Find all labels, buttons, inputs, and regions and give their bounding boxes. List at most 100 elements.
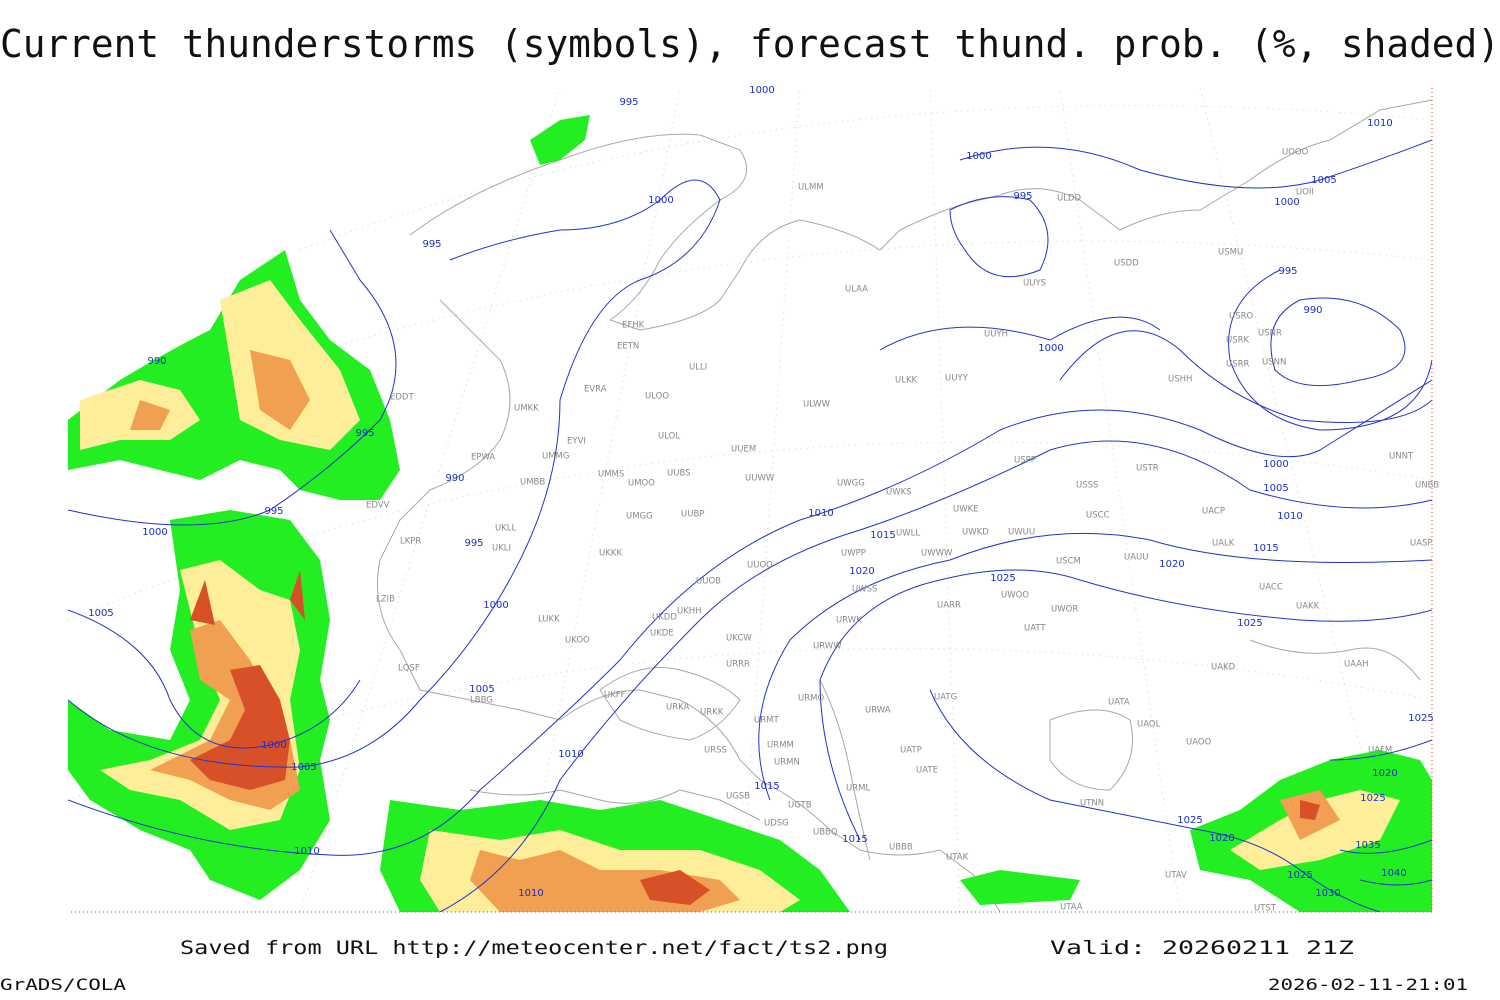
station-labels: ULMM ULDD UOOO UOII USMU USDD UUYS ULAA USRO USNR…	[366, 148, 1439, 914]
isobar-label: 1025	[990, 573, 1015, 584]
station-label: UOOO	[1282, 148, 1309, 158]
station-label: EDVV	[366, 501, 390, 511]
station-label: URMM	[767, 741, 794, 751]
station-label: UKOO	[565, 636, 590, 646]
isobar-label: 1010	[808, 508, 833, 519]
isobar-label: 1000	[261, 740, 286, 751]
station-label: URKK	[700, 708, 724, 718]
isobar-label: 1010	[1367, 118, 1392, 129]
isobar-label: 1015	[870, 530, 895, 541]
isobar-label: 995	[464, 538, 483, 549]
station-label: UKDD	[652, 613, 677, 623]
station-label: UKKK	[599, 549, 622, 559]
station-label: UWOO	[1001, 591, 1029, 601]
station-label: EDDT	[390, 393, 414, 403]
station-label: UALK	[1212, 539, 1235, 549]
station-label: ULLI	[689, 363, 707, 373]
station-label: LQSF	[398, 664, 420, 674]
station-label: UKLL	[495, 524, 517, 534]
isobar-label: 1025	[1237, 618, 1262, 629]
isobar-label: 1010	[1277, 511, 1302, 522]
isobar-label: 1010	[558, 749, 583, 760]
station-label: UUWW	[745, 474, 775, 484]
isobar-label: 1030	[1315, 888, 1340, 899]
station-label: UWLL	[896, 529, 920, 539]
isobar-label: 1025	[1360, 793, 1385, 804]
station-label: UTAA	[1060, 903, 1083, 913]
station-label: UTAV	[1165, 871, 1187, 881]
station-label: UAOL	[1137, 720, 1161, 730]
isobar-label: 1005	[1263, 483, 1288, 494]
thunderstorm-probability	[68, 115, 1432, 912]
station-label: URKA	[666, 703, 690, 713]
station-label: URSS	[704, 746, 727, 756]
station-label: UWKD	[962, 528, 989, 538]
station-label: ULOL	[658, 432, 680, 442]
station-label: URRR	[726, 660, 750, 670]
station-label: UUBP	[681, 510, 704, 520]
isobar-label: 1000	[1038, 343, 1063, 354]
station-label: UTAK	[946, 853, 969, 863]
isobar-label: 1005	[88, 608, 113, 619]
station-label: UAKK	[1296, 602, 1320, 612]
station-label: UUYH	[984, 330, 1008, 340]
station-label: UOII	[1296, 188, 1314, 198]
isobar-label: 1040	[1381, 868, 1406, 879]
isobar-label: 1000	[142, 527, 167, 538]
station-label: UUYY	[945, 374, 969, 384]
isobar-label: 990	[1303, 305, 1322, 316]
station-label: UACP	[1202, 507, 1225, 517]
station-label: UAFM	[1368, 746, 1392, 756]
station-label: UKDE	[650, 629, 674, 639]
isobar-label: 1025	[1177, 815, 1202, 826]
station-label: URMO	[798, 694, 824, 704]
station-label: UWSS	[852, 585, 877, 595]
station-label: UGTB	[788, 801, 812, 811]
station-label: USPP	[1014, 456, 1036, 466]
isobar-label: 990	[147, 356, 166, 367]
isobar-label: 1015	[1253, 543, 1278, 554]
station-label: UNNT	[1389, 452, 1414, 462]
station-label: UMBB	[520, 478, 545, 488]
isobar-label: 1010	[294, 846, 319, 857]
station-label: LZIB	[376, 595, 395, 605]
station-label: UDSG	[764, 819, 789, 829]
station-label: URWA	[865, 706, 891, 716]
station-label: URMT	[754, 716, 779, 726]
station-label: USRR	[1226, 360, 1250, 370]
station-label: UWKE	[953, 505, 979, 515]
station-label: UATG	[934, 693, 957, 703]
source-url: Saved from URL http://meteocenter.net/fa…	[180, 937, 888, 959]
isobar-label: 1020	[1159, 559, 1184, 570]
station-label: UUEM	[731, 445, 756, 455]
station-label: UNBB	[1415, 481, 1439, 491]
isobar-label: 1015	[754, 781, 779, 792]
station-label: UWOR	[1051, 605, 1078, 615]
station-label: UWGG	[837, 479, 865, 489]
station-label: UATE	[916, 766, 938, 776]
station-label: EFHK	[622, 321, 645, 331]
station-label: UKHH	[677, 607, 702, 617]
station-label: URWW	[813, 642, 842, 652]
station-label: UKLI	[492, 544, 511, 554]
station-label: UMKK	[514, 404, 539, 414]
station-label: UWUU	[1008, 528, 1035, 538]
isobar-labels: 995 1000 1000 995 1000 995 1010 1005 1000 995 990 1…	[88, 85, 1433, 899]
isobar-label: 1020	[1372, 768, 1397, 779]
station-label: UATA	[1108, 698, 1130, 708]
isobars	[68, 139, 1432, 912]
station-label: UTNN	[1080, 799, 1104, 809]
station-label: USRO	[1229, 312, 1254, 322]
station-label: UACC	[1259, 583, 1283, 593]
isobar-label: 1000	[966, 151, 991, 162]
station-label: UATT	[1024, 624, 1046, 634]
station-label: ULAA	[845, 285, 868, 295]
station-label: ULMM	[798, 183, 824, 193]
station-label: USNN	[1262, 358, 1286, 368]
station-label: URMN	[774, 758, 800, 768]
station-label: UAUU	[1124, 553, 1148, 563]
software-credit: GrADS/COLA	[0, 975, 126, 994]
station-label: USCC	[1086, 511, 1110, 521]
isobar-label: 1035	[1355, 840, 1380, 851]
